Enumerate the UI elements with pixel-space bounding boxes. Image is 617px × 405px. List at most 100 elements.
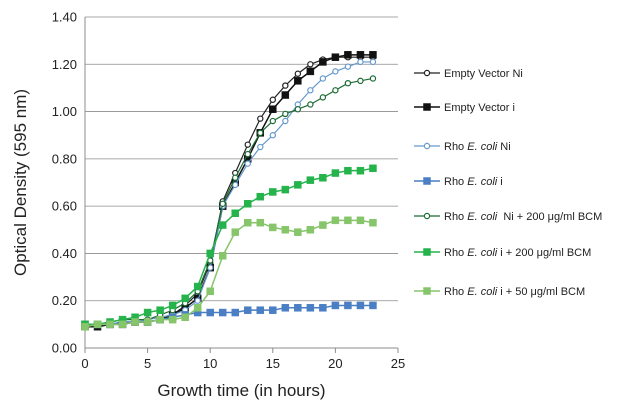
legend-label-part: E. coli	[467, 211, 498, 223]
legend-label-part: E. coli	[467, 176, 498, 188]
legend-label-part: i + 200 μg/ml BCM	[497, 247, 591, 259]
data-point	[281, 226, 290, 234]
y-tick-label: 0.60	[52, 199, 77, 214]
legend-label-part: i + 50 μg/ml BCM	[497, 286, 585, 298]
data-point	[281, 91, 290, 99]
data-point	[231, 209, 239, 217]
data-point	[244, 200, 252, 208]
data-point	[356, 216, 365, 225]
data-point	[332, 87, 339, 94]
legend-marker	[423, 248, 431, 256]
data-point	[307, 87, 314, 94]
data-point	[369, 58, 377, 66]
legend-label: Rho E. coli Ni	[444, 141, 511, 153]
data-point	[281, 304, 290, 312]
data-point	[244, 218, 252, 227]
data-point	[232, 174, 239, 181]
data-point	[156, 315, 164, 324]
legend-item-6: Rho E. coli i + 200 μg/ml BCM	[414, 247, 591, 259]
data-point	[256, 218, 265, 227]
legend-marker	[423, 287, 431, 295]
legend-label: Rho E. coli i + 50 μg/ml BCM	[444, 286, 585, 298]
data-point	[331, 53, 340, 61]
legend-label: Rho E. coli i + 200 μg/ml BCM	[444, 247, 591, 259]
data-point	[244, 141, 251, 148]
data-point	[282, 82, 289, 89]
gridlines	[85, 16, 398, 302]
data-point	[306, 176, 315, 184]
data-point	[244, 150, 251, 158]
data-point	[319, 94, 327, 101]
legend-item-4: Rho E. coli i	[414, 176, 503, 188]
data-point	[269, 306, 277, 314]
x-tick-label: 0	[81, 356, 88, 371]
data-point	[282, 117, 289, 125]
series-line	[85, 304, 373, 326]
data-point	[282, 110, 289, 118]
legend-item-2: Empty Vector i	[414, 102, 515, 114]
data-point	[319, 58, 327, 66]
data-point	[281, 185, 290, 194]
data-point	[156, 306, 164, 314]
legend-marker	[423, 69, 431, 77]
data-point	[206, 249, 214, 258]
y-tick-label: 0.40	[52, 246, 77, 261]
data-point	[168, 315, 177, 324]
data-point	[218, 221, 227, 229]
series-7	[81, 216, 377, 331]
y-tick-label: 1.40	[52, 10, 77, 25]
data-point	[269, 117, 276, 125]
data-point	[331, 216, 340, 225]
data-point	[307, 101, 314, 108]
legend-marker	[423, 103, 431, 111]
series-line	[84, 77, 374, 328]
data-point	[269, 188, 277, 196]
legend-label-part: E. coli	[467, 286, 498, 298]
data-point	[181, 294, 189, 303]
legend-label: Empty Vector i	[444, 102, 515, 114]
data-point	[294, 181, 302, 189]
data-point	[168, 301, 177, 310]
data-point	[319, 221, 327, 229]
data-point	[369, 164, 377, 173]
data-point	[294, 304, 302, 312]
legend-label-part: Rho	[444, 211, 467, 223]
legend-label-part: Rho	[444, 286, 467, 298]
legend-marker	[423, 142, 431, 150]
data-point	[369, 75, 377, 82]
data-point	[331, 301, 340, 310]
data-point	[344, 79, 352, 87]
x-tick-label: 15	[266, 356, 280, 371]
axes: 0.00 0.20 0.40 0.60 0.80 1.00 1.20 1.40 0 5 10 15 20…	[52, 10, 406, 372]
data-point	[232, 181, 239, 189]
data-point	[344, 301, 352, 310]
data-point	[306, 304, 315, 312]
data-point	[231, 228, 239, 236]
data-point	[357, 77, 364, 85]
legend: Empty Vector Ni Empty Vector i Rho E. coli…	[414, 68, 602, 298]
data-point	[218, 252, 227, 260]
data-point	[194, 297, 201, 304]
data-point	[193, 304, 202, 312]
data-point	[256, 192, 265, 201]
data-point	[344, 166, 352, 175]
legend-label-part: E. coli	[467, 247, 498, 259]
data-point	[81, 322, 89, 331]
data-point	[294, 70, 302, 77]
y-tick-label: 0.20	[52, 293, 77, 308]
data-point	[357, 58, 364, 66]
legend-item-7: Rho E. coli i + 50 μg/ml BCM	[414, 286, 585, 298]
y-tick-label: 1.20	[52, 57, 77, 72]
data-point	[244, 160, 251, 167]
data-point	[369, 51, 377, 59]
legend-marker	[423, 212, 431, 220]
data-point	[106, 320, 114, 329]
legend-label-part: Empty Vector i	[444, 102, 515, 114]
series-group	[81, 51, 377, 331]
data-point	[294, 106, 302, 113]
x-axis-title: Growth time (in hours)	[157, 381, 325, 400]
series-line	[84, 219, 374, 328]
data-point	[356, 166, 365, 175]
data-point	[269, 105, 277, 113]
